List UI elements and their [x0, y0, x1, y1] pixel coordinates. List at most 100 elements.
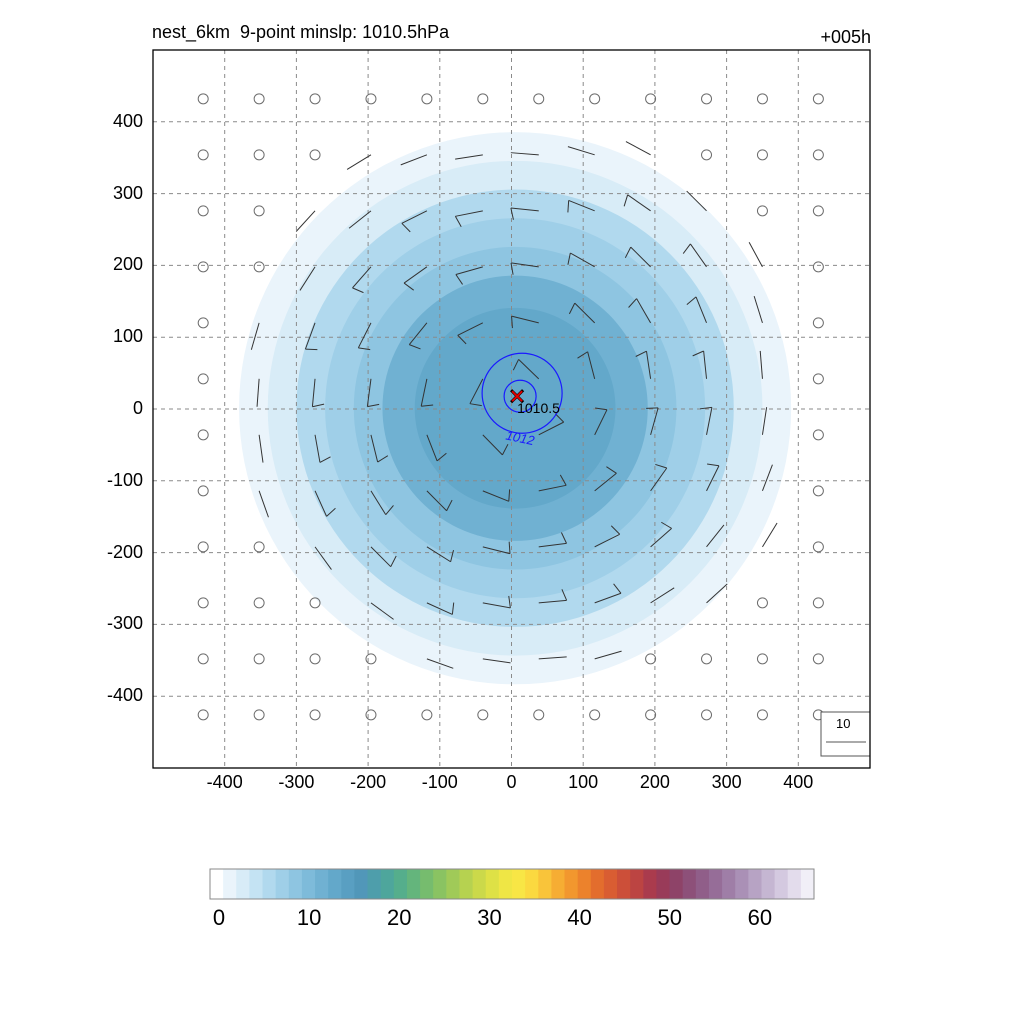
colorbar-swatch	[787, 869, 802, 899]
wind-barb	[650, 467, 668, 492]
wind-reference-key: 10	[820, 711, 870, 757]
wind-barb	[420, 378, 428, 407]
wind-barb	[346, 154, 372, 170]
wind-barb-flag	[635, 350, 647, 357]
pressure-contour-outer	[481, 352, 563, 434]
calm-wind-marker	[756, 597, 768, 609]
calm-wind-marker	[812, 373, 824, 385]
wind-barb-flag	[436, 452, 447, 462]
wind-barb	[511, 315, 539, 324]
calm-wind-marker	[253, 541, 265, 553]
colorbar-swatch	[367, 869, 382, 899]
colorbar-swatch	[656, 869, 671, 899]
wind-barb	[706, 407, 713, 435]
wind-barb	[408, 322, 428, 345]
wind-barb	[706, 524, 725, 548]
calm-wind-marker	[253, 93, 265, 105]
wind-barb	[695, 296, 707, 324]
colorbar	[209, 868, 815, 900]
calm-wind-marker	[253, 149, 265, 161]
wind-barb-flag	[409, 344, 421, 350]
calm-wind-marker	[309, 709, 321, 721]
calm-wind-marker	[365, 709, 377, 721]
wind-barb	[538, 421, 564, 436]
wind-barb-flag	[510, 207, 514, 220]
wind-barb-flag	[624, 246, 632, 259]
wind-barb	[370, 546, 392, 568]
calm-wind-marker	[365, 653, 377, 665]
colorbar-swatch	[406, 869, 421, 899]
wind-barb	[426, 546, 451, 563]
wind-barb	[482, 658, 511, 664]
wind-barb	[258, 434, 264, 463]
wind-barb	[348, 210, 372, 229]
wind-barb	[689, 243, 707, 268]
calm-wind-marker	[589, 93, 601, 105]
wind-barb	[311, 378, 316, 407]
wind-barb-flag	[613, 583, 622, 594]
wind-barb	[426, 602, 453, 615]
calm-wind-marker	[533, 93, 545, 105]
wind-barb-flag	[457, 334, 467, 345]
wind-barb	[706, 465, 720, 492]
wind-barb	[538, 542, 567, 548]
wind-barb	[762, 522, 778, 548]
wind-barb	[469, 378, 484, 404]
x-tick-label: 300	[711, 772, 742, 792]
calm-wind-marker	[477, 709, 489, 721]
wind-barb	[457, 322, 484, 336]
colorbar-swatch	[669, 869, 684, 899]
colorbar-swatch	[525, 869, 539, 899]
wind-barb	[455, 210, 483, 217]
calm-wind-marker	[197, 709, 209, 721]
wind-barb	[753, 295, 763, 323]
y-tick-label: -400	[106, 685, 143, 706]
colorbar-frame	[209, 868, 815, 900]
calm-wind-marker	[701, 149, 713, 161]
wind-barb	[703, 350, 708, 379]
colorbar-swatch	[800, 869, 815, 899]
contour-label: 1012	[504, 427, 536, 448]
wind-barb	[455, 266, 483, 275]
wind-barb-flag	[377, 455, 389, 463]
colorbar-swatch	[328, 869, 342, 899]
calm-wind-marker	[365, 93, 377, 105]
wind-barb-flag	[401, 222, 411, 233]
colorbar-swatch	[459, 869, 474, 899]
wind-barb-flag	[367, 403, 380, 408]
wind-barb	[686, 190, 707, 212]
calm-wind-marker	[197, 205, 209, 217]
colorbar-swatch	[590, 869, 605, 899]
calm-wind-marker	[701, 709, 713, 721]
wind-barb-flag	[628, 298, 637, 308]
y-tick-label: -300	[106, 613, 143, 634]
calm-wind-marker	[197, 93, 209, 105]
calm-wind-marker	[253, 653, 265, 665]
x-tick-label: 200	[639, 772, 670, 792]
wind-barb	[426, 658, 454, 669]
wind-barb-flag	[510, 262, 514, 275]
wind-barb	[538, 656, 567, 660]
calm-wind-marker	[309, 597, 321, 609]
y-tick-label: 0	[132, 398, 143, 418]
wind-barb	[510, 207, 539, 212]
y-tick-label: -200	[106, 541, 143, 562]
wind-barb	[518, 359, 540, 380]
wind-barb	[455, 154, 483, 160]
wind-barb-flag	[358, 347, 371, 351]
colorbar-swatch	[603, 869, 618, 899]
wind-barb-flag	[595, 407, 608, 411]
colorbar-swatch	[393, 869, 408, 899]
wind-barb	[370, 490, 387, 515]
wind-barb-flag	[508, 595, 511, 608]
colorbar-swatch	[433, 869, 447, 899]
calm-wind-marker	[812, 653, 824, 665]
wind-barb	[510, 262, 539, 268]
calm-wind-marker	[812, 317, 824, 329]
calm-wind-marker	[197, 373, 209, 385]
calm-wind-marker	[421, 709, 433, 721]
calm-wind-marker	[812, 93, 824, 105]
colorbar-tick-label: 30	[477, 905, 502, 930]
wind-barb	[761, 407, 768, 435]
